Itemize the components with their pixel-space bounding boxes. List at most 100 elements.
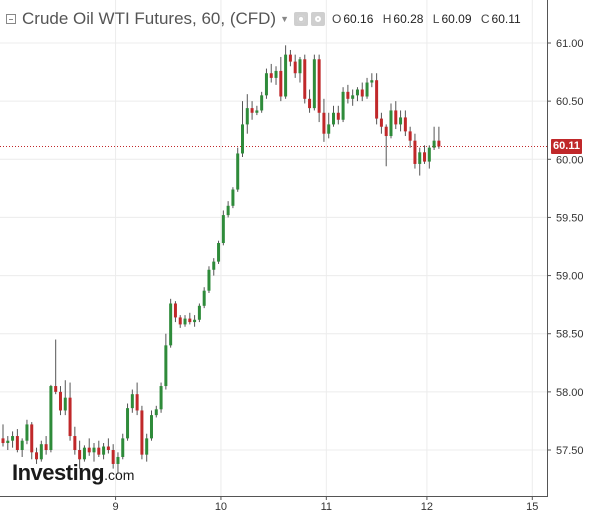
candle-down <box>423 152 427 162</box>
candle-down <box>293 61 297 74</box>
y-tick-label: 58.00 <box>556 387 584 399</box>
candle-up <box>327 124 331 134</box>
candle-up <box>332 112 336 125</box>
candle-up <box>11 436 15 441</box>
candle-up <box>130 394 134 409</box>
x-tick-label: 10 <box>215 501 227 513</box>
collapse-icon[interactable] <box>6 14 16 24</box>
candle-up <box>365 82 369 97</box>
candle-down <box>173 303 177 318</box>
candle-up <box>63 397 67 411</box>
candle-down <box>250 108 254 113</box>
y-tick-label: 58.50 <box>556 329 584 341</box>
candle-down <box>87 447 91 453</box>
candle-down <box>188 318 192 323</box>
chart-title: Crude Oil WTI Futures, 60, (CFD) <box>22 9 277 28</box>
candle-down <box>379 118 383 127</box>
candle-down <box>403 117 407 132</box>
candle-up <box>92 447 96 453</box>
candle-up <box>274 70 278 78</box>
candle-down <box>322 112 326 134</box>
candle-up <box>149 415 153 439</box>
candle-down <box>346 91 350 99</box>
candle-down <box>317 59 321 113</box>
candle-up <box>241 124 244 154</box>
candle-up <box>6 440 10 444</box>
chart-plot-area[interactable] <box>0 0 548 497</box>
candle-up <box>183 318 187 325</box>
candle-up <box>355 89 359 96</box>
open-key: O <box>332 12 342 26</box>
y-tick-label: 59.50 <box>556 212 584 224</box>
close-key: C <box>480 12 490 26</box>
candle-down <box>97 447 101 455</box>
candle-up <box>145 438 149 455</box>
candle-up <box>164 345 168 387</box>
candle-up <box>197 305 201 320</box>
y-tick-label: 59.00 <box>556 271 584 283</box>
candle-up <box>298 59 302 74</box>
low-value: 60.09 <box>441 12 472 26</box>
candle-down <box>279 70 283 97</box>
investing-logo: Investing .com <box>12 460 134 486</box>
chevron-down-icon[interactable]: ▼ <box>280 14 290 24</box>
candle-up <box>169 303 173 346</box>
ohlc-readout: O 60.16 H 60.28 L 60.09 C 60.11 <box>332 12 527 26</box>
candle-up <box>418 152 422 164</box>
candle-up <box>226 205 230 216</box>
candle-up <box>121 438 125 457</box>
gear-icon[interactable] <box>311 12 326 26</box>
candle-down <box>408 131 412 141</box>
candle-down <box>288 54 292 62</box>
candle-down <box>308 98 312 109</box>
candle-up <box>217 243 221 262</box>
y-tick-label: 60.00 <box>556 154 584 166</box>
candle-up <box>389 110 393 137</box>
candle-down <box>336 112 340 120</box>
candle-up <box>427 147 431 162</box>
candle-up <box>39 444 43 460</box>
candle-up <box>25 424 29 441</box>
candle-up <box>221 215 225 244</box>
open-value: 60.16 <box>343 12 374 26</box>
low-key: L <box>432 12 440 26</box>
candle-up <box>49 386 53 450</box>
x-tick-label: 12 <box>421 501 433 513</box>
candle-down <box>140 410 144 455</box>
candle-down <box>135 394 139 411</box>
candle-up <box>207 269 211 291</box>
x-tick-label: 11 <box>321 501 332 513</box>
candle-up <box>370 80 374 83</box>
eye-icon[interactable] <box>294 12 309 26</box>
candle-down <box>15 436 19 450</box>
candle-down <box>384 126 388 137</box>
x-tick-label: 15 <box>526 501 538 513</box>
logo-tld: .com <box>104 467 135 483</box>
candle-down <box>303 59 307 99</box>
candle-down <box>54 386 58 392</box>
high-key: H <box>382 12 392 26</box>
candle-up <box>260 95 264 111</box>
candle-down <box>178 317 182 325</box>
candle-down <box>360 89 364 97</box>
candle-down <box>437 140 441 147</box>
candle-up <box>432 140 436 148</box>
candle-up <box>255 110 259 113</box>
candle-down <box>394 110 398 125</box>
high-value: 60.28 <box>393 12 424 26</box>
candle-up <box>212 261 216 270</box>
candle-up <box>351 95 355 99</box>
candle-up <box>116 456 120 464</box>
y-tick-label: 61.00 <box>556 38 584 50</box>
candle-up <box>20 440 24 450</box>
candle-up <box>341 91 345 120</box>
candle-down <box>68 397 72 437</box>
candle-up <box>154 409 158 416</box>
candle-down <box>73 436 77 450</box>
candle-up <box>193 319 197 323</box>
logo-brand: Investing <box>12 460 105 485</box>
close-value: 60.11 <box>491 12 521 26</box>
candle-up <box>126 408 130 439</box>
last-price-badge: 60.11 <box>551 138 582 154</box>
